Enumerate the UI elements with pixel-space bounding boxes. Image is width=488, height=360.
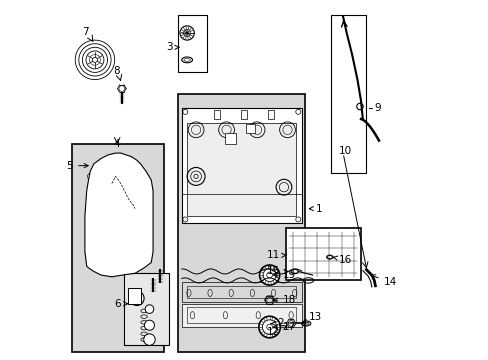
FancyBboxPatch shape: [72, 144, 163, 352]
Text: 19: 19: [273, 270, 296, 280]
Text: 9: 9: [373, 103, 380, 113]
Text: 11: 11: [266, 250, 285, 260]
Circle shape: [136, 170, 142, 176]
Circle shape: [259, 265, 279, 285]
Text: 10: 10: [338, 146, 351, 156]
FancyBboxPatch shape: [214, 110, 220, 119]
FancyBboxPatch shape: [224, 134, 235, 144]
FancyBboxPatch shape: [187, 123, 296, 216]
Text: 13: 13: [303, 312, 321, 323]
Ellipse shape: [290, 269, 298, 274]
Circle shape: [136, 256, 142, 262]
FancyBboxPatch shape: [178, 94, 305, 352]
Text: 16: 16: [333, 255, 352, 265]
Text: 18: 18: [273, 295, 296, 305]
Ellipse shape: [326, 255, 332, 259]
FancyBboxPatch shape: [267, 110, 274, 119]
FancyBboxPatch shape: [285, 228, 360, 280]
Text: 3: 3: [166, 42, 179, 52]
Text: 12: 12: [266, 326, 286, 337]
FancyBboxPatch shape: [124, 273, 169, 345]
Circle shape: [129, 291, 144, 306]
Circle shape: [258, 316, 280, 338]
Text: 15: 15: [266, 266, 287, 276]
Text: 2: 2: [270, 319, 283, 328]
FancyBboxPatch shape: [182, 108, 301, 223]
Circle shape: [110, 154, 116, 159]
FancyBboxPatch shape: [128, 288, 140, 304]
Text: 4: 4: [114, 139, 120, 149]
Text: 14: 14: [370, 275, 396, 287]
FancyBboxPatch shape: [157, 281, 163, 285]
Text: 6: 6: [114, 299, 127, 309]
Text: 8: 8: [113, 66, 120, 76]
Polygon shape: [85, 153, 153, 277]
FancyBboxPatch shape: [182, 304, 301, 327]
Circle shape: [145, 305, 153, 314]
Circle shape: [87, 174, 93, 179]
Circle shape: [91, 258, 97, 264]
Circle shape: [143, 334, 155, 345]
Circle shape: [144, 320, 154, 330]
Text: 17: 17: [273, 322, 296, 332]
Text: 5: 5: [66, 161, 88, 171]
Circle shape: [96, 193, 135, 232]
Text: 1: 1: [309, 204, 322, 214]
FancyBboxPatch shape: [241, 110, 247, 119]
Circle shape: [101, 162, 122, 184]
FancyBboxPatch shape: [246, 125, 255, 134]
FancyBboxPatch shape: [149, 290, 156, 294]
Text: 7: 7: [82, 27, 89, 37]
